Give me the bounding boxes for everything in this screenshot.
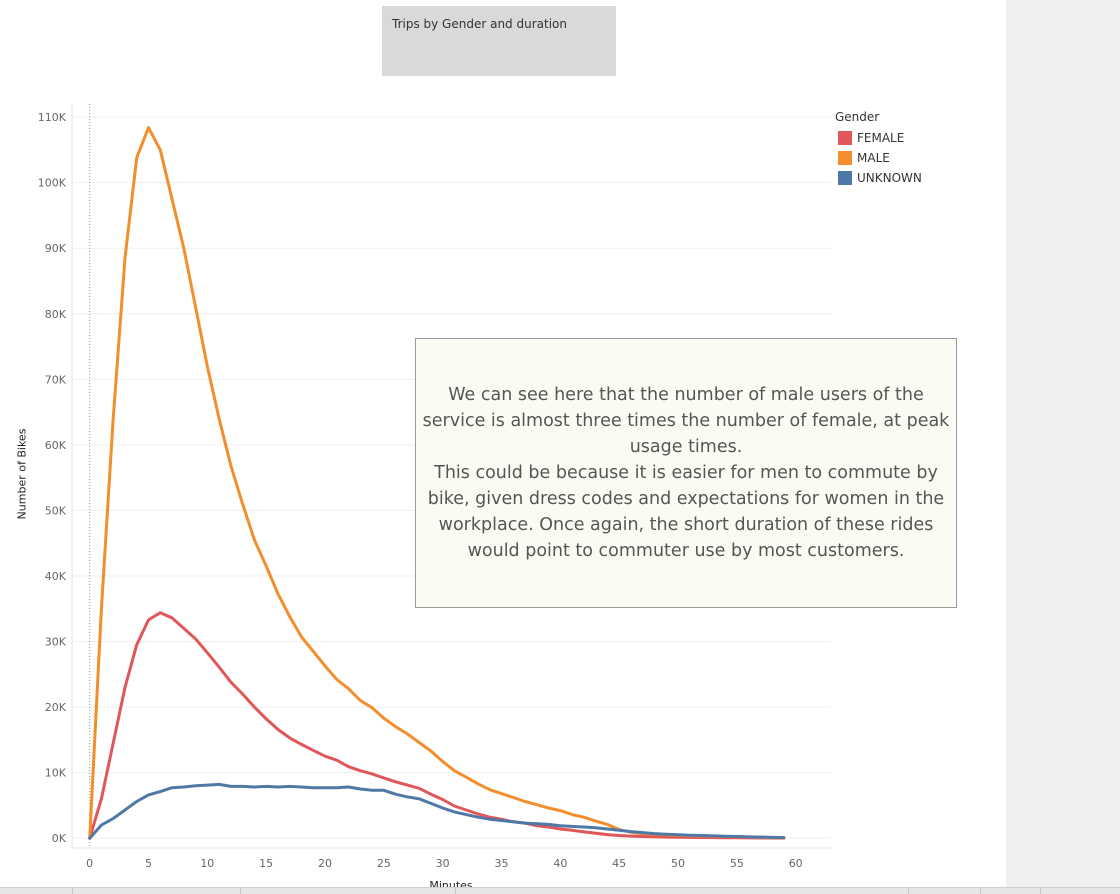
series-lines — [88, 126, 786, 840]
y-tick-label: 20K — [45, 701, 67, 714]
strip-divider — [72, 888, 73, 894]
legend-label-unknown: UNKNOWN — [857, 171, 922, 185]
x-tick-label: 40 — [553, 857, 567, 870]
annotation-box: We can see here that the number of male … — [415, 338, 957, 608]
x-tick-label: 0 — [86, 857, 93, 870]
axes — [71, 104, 831, 849]
bottom-scrollbar-strip — [0, 887, 1120, 894]
x-tick-label: 25 — [377, 857, 391, 870]
series-line-female[interactable] — [88, 611, 786, 840]
legend-label-female: FEMALE — [857, 131, 905, 145]
right-side-panel — [1006, 0, 1120, 893]
y-tick-label: 70K — [45, 373, 67, 386]
x-tick-label: 5 — [145, 857, 152, 870]
legend-item-male[interactable]: MALE — [835, 148, 955, 168]
y-tick-label: 0K — [52, 832, 67, 845]
chart-title-box: Trips by Gender and duration — [382, 6, 616, 76]
x-tick-label: 45 — [612, 857, 626, 870]
legend-swatch-female — [838, 131, 852, 145]
strip-divider — [455, 888, 456, 894]
legend-swatch-male — [838, 151, 852, 165]
legend[interactable]: Gender FEMALE MALE UNKNOWN — [835, 109, 955, 188]
tick-labels: 0K 10K 20K 30K 40K 50K 60K 70K 80K 90K 100K 110K 0 5 1… — [38, 111, 803, 870]
x-tick-label: 30 — [436, 857, 450, 870]
x-tick-label: 10 — [200, 857, 214, 870]
x-tick-label: 20 — [318, 857, 332, 870]
series-line-unknown[interactable] — [88, 782, 786, 840]
legend-title: Gender — [835, 110, 880, 124]
legend-label-male: MALE — [857, 151, 890, 165]
x-tick-label: 60 — [789, 857, 803, 870]
x-tick-label: 55 — [730, 857, 744, 870]
x-tick-label: 50 — [671, 857, 685, 870]
y-tick-label: 110K — [38, 111, 67, 124]
y-tick-label: 10K — [45, 767, 67, 780]
strip-divider — [1040, 888, 1041, 894]
y-tick-label: 80K — [45, 308, 67, 321]
y-tick-label: 60K — [45, 439, 67, 452]
y-tick-label: 30K — [45, 636, 67, 649]
y-axis-title: Number of Bikes — [15, 428, 29, 520]
y-tick-label: 40K — [45, 570, 67, 583]
y-tick-label: 90K — [45, 242, 67, 255]
legend-swatch-unknown — [838, 171, 852, 185]
legend-item-female[interactable]: FEMALE — [835, 128, 955, 148]
x-tick-label: 15 — [259, 857, 273, 870]
legend-item-unknown[interactable]: UNKNOWN — [835, 168, 955, 188]
y-tick-label: 50K — [45, 504, 67, 517]
strip-divider — [908, 888, 909, 894]
y-tick-label: 100K — [38, 177, 67, 190]
annotation-text-2: This could be because it is easier for m… — [427, 463, 945, 561]
strip-divider — [240, 888, 241, 894]
x-tick-label: 35 — [495, 857, 509, 870]
annotation-text-1: We can see here that the number of male … — [422, 385, 950, 457]
chart-title: Trips by Gender and duration — [392, 17, 567, 31]
strip-divider — [980, 888, 981, 894]
